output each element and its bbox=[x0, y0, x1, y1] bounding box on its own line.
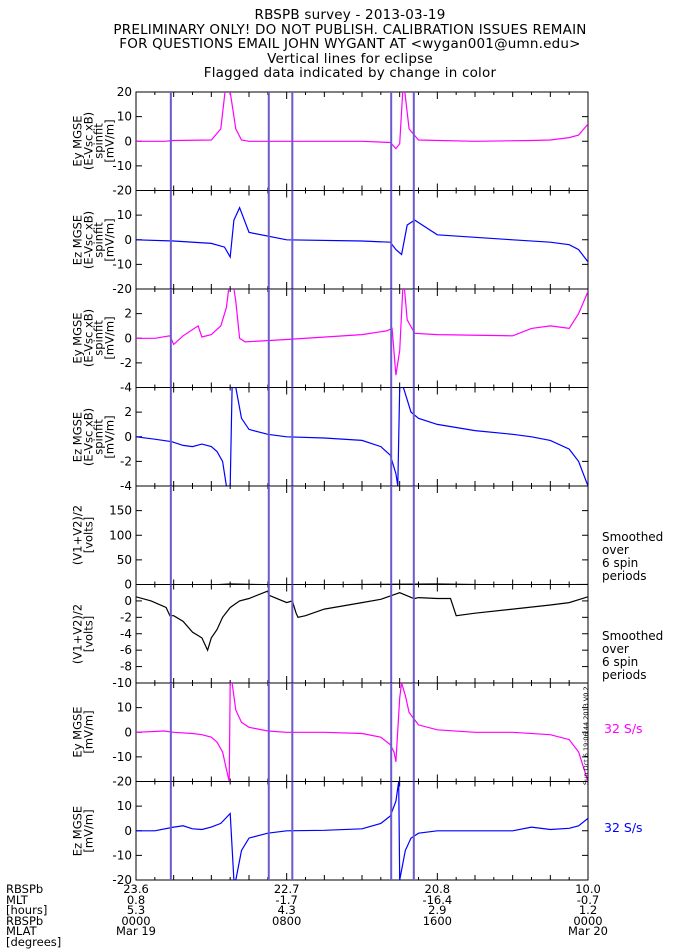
panel-frame bbox=[135, 485, 589, 585]
y-tick-label: -20 bbox=[112, 775, 132, 789]
y-tick-label: 10 bbox=[117, 799, 132, 813]
y-tick-label: 150 bbox=[109, 504, 132, 518]
eclipse-note: Vertical lines for eclipse bbox=[267, 50, 433, 67]
series-line bbox=[136, 92, 588, 150]
y-tick-label: 20 bbox=[117, 85, 132, 99]
y-tick-label: 0 bbox=[124, 134, 132, 148]
panel-ylabel: Ey MGSE (E-Vsc xB) spinfit [mV/m] bbox=[70, 112, 116, 171]
panel-ylabel: Ez MGSE [mV/m] bbox=[70, 805, 95, 856]
y-tick-label: 0 bbox=[124, 578, 132, 592]
panel-frame bbox=[135, 781, 589, 881]
series-line bbox=[136, 683, 588, 782]
y-tick-label: 0 bbox=[124, 233, 132, 247]
footer-row-label: RBSPb bbox=[6, 913, 44, 928]
series-line bbox=[136, 387, 588, 486]
version-stamp: Sun Oct 6 19:06:44 2013 V0.2 bbox=[582, 686, 590, 785]
y-tick-label: -2 bbox=[120, 454, 132, 468]
y-tick-label: 0 bbox=[124, 331, 132, 345]
y-tick-label: -2 bbox=[120, 610, 132, 624]
y-tick-label: -8 bbox=[120, 660, 132, 674]
series-line bbox=[136, 781, 588, 880]
y-tick-label: 2 bbox=[124, 405, 132, 419]
footer-tick-column: 10.0 -0.7 1.2 0000 Mar 20 bbox=[568, 882, 608, 939]
panel-frame bbox=[135, 387, 589, 487]
smoothing-note: Smoothed over 6 spin periods bbox=[602, 628, 664, 682]
panel-frame bbox=[135, 584, 589, 684]
sample-rate-note: 32 S/s bbox=[604, 721, 643, 736]
y-tick-label: 10 bbox=[117, 208, 132, 222]
sample-rate-note: 32 S/s bbox=[604, 819, 643, 835]
y-tick-label: -20 bbox=[112, 282, 132, 296]
series-line bbox=[136, 206, 588, 263]
y-tick-label: 10 bbox=[117, 701, 132, 715]
y-tick-label: 50 bbox=[117, 553, 132, 567]
chart-header: RBSPB survey - 2013-03-19 PRELIMINARY ON… bbox=[0, 8, 700, 81]
panel-frame bbox=[135, 288, 589, 388]
footer-row-label: [degrees] bbox=[6, 934, 62, 949]
y-tick-label: -4 bbox=[120, 479, 132, 493]
footer-row-label: RBSPb bbox=[6, 882, 44, 896]
y-tick-label: 0 bbox=[124, 824, 132, 838]
footer-tick-column: 23.6 0.8 5.3 0000 Mar 19 bbox=[116, 882, 156, 939]
footer-tick-column: 20.8 -16.4 2.9 1600 bbox=[422, 882, 453, 928]
panel-ylabel: (V1+V2)/2 [volts] bbox=[70, 603, 95, 664]
footer-row-labels: RBSPb MLT [hours] RBSPb MLAT [degrees] bbox=[6, 882, 62, 949]
y-tick-label: -10 bbox=[112, 848, 132, 862]
panel-ylabel: Ez MGSE (E-Vsc xB) spinfit [mV/m] bbox=[70, 407, 116, 466]
y-tick-label: 100 bbox=[109, 528, 132, 542]
y-tick-label: 0 bbox=[124, 725, 132, 739]
warning-line: PRELIMINARY ONLY! DO NOT PUBLISH. CALIBR… bbox=[113, 21, 587, 38]
y-tick-label: 10 bbox=[117, 110, 132, 124]
y-tick-label: -2 bbox=[120, 356, 132, 370]
y-tick-label: -10 bbox=[112, 750, 132, 764]
smoothing-note: Smoothed over 6 spin periods bbox=[602, 530, 664, 583]
panel-ylabel: Ey MGSE (E-Vsc xB) spinfit [mV/m] bbox=[70, 309, 116, 368]
panel-ylabel: (V1+V2)/2 [volts] bbox=[70, 505, 95, 566]
panel-ylabel: Ey MGSE [mV/m] bbox=[70, 706, 95, 758]
series-line bbox=[136, 289, 588, 376]
footer-tick-column: 22.7 -1.7 4.3 0800 bbox=[272, 882, 302, 928]
footer-row-label: [hours] bbox=[6, 903, 48, 918]
y-tick-label: -10 bbox=[112, 676, 132, 690]
y-tick-label: -6 bbox=[120, 643, 132, 657]
footer-row-label: MLAT bbox=[6, 924, 37, 939]
y-tick-label: -4 bbox=[120, 381, 132, 395]
y-tick-label: 0 bbox=[124, 430, 132, 444]
y-tick-label: 0 bbox=[124, 594, 132, 608]
y-tick-label: 2 bbox=[124, 307, 132, 321]
panel-ylabel: Ez MGSE (E-Vsc xB) spinfit [mV/m] bbox=[70, 210, 116, 269]
flag-note: Flagged data indicated by change in colo… bbox=[203, 65, 497, 81]
chart-title: RBSPB survey - 2013-03-19 bbox=[254, 7, 446, 23]
y-tick-label: -20 bbox=[112, 184, 132, 198]
series-line bbox=[136, 590, 588, 652]
y-tick-label: -10 bbox=[112, 257, 132, 271]
y-tick-label: -10 bbox=[112, 159, 132, 173]
footer-row-label: MLT bbox=[6, 892, 28, 907]
y-tick-label: -4 bbox=[120, 627, 132, 641]
y-tick-label: -20 bbox=[112, 873, 132, 887]
contact-line: FOR QUESTIONS EMAIL JOHN WYGANT AT <wyga… bbox=[119, 36, 581, 52]
